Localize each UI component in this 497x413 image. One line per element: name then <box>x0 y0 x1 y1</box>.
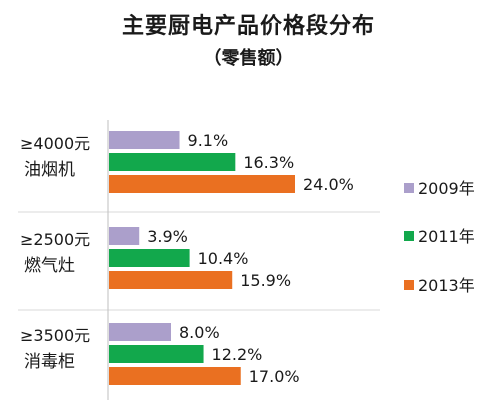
legend-swatch <box>404 231 414 241</box>
legend-label: 2013年 <box>418 276 475 295</box>
bar <box>109 131 180 149</box>
category-price-label: ≥2500元 <box>20 230 90 249</box>
legend-swatch <box>404 183 414 193</box>
bar <box>109 227 140 245</box>
category-price-label: ≥3500元 <box>20 326 90 345</box>
data-label: 16.3% <box>243 153 294 172</box>
legend-label: 2011年 <box>418 227 475 246</box>
bar <box>109 249 190 267</box>
data-label: 15.9% <box>240 271 291 290</box>
category-product-label: 消毒柜 <box>24 352 75 372</box>
category-product-label: 燃气灶 <box>24 256 75 276</box>
data-label: 17.0% <box>249 367 300 386</box>
data-label: 12.2% <box>212 345 263 364</box>
bar <box>109 271 233 289</box>
data-label: 3.9% <box>147 227 188 246</box>
chart-title: 主要厨电产品价格段分布 <box>121 14 375 39</box>
data-label: 24.0% <box>303 175 354 194</box>
bar <box>109 323 171 341</box>
data-label: 10.4% <box>198 249 249 268</box>
bar <box>109 367 241 385</box>
bar <box>109 345 204 363</box>
legend-swatch <box>404 280 414 290</box>
chart-subtitle: （零售额） <box>203 48 294 69</box>
bar <box>109 175 295 193</box>
legend-label: 2009年 <box>418 179 475 198</box>
bar <box>109 153 236 171</box>
data-label: 9.1% <box>188 131 229 150</box>
data-label: 8.0% <box>179 323 220 342</box>
category-price-label: ≥4000元 <box>20 134 90 153</box>
category-product-label: 油烟机 <box>24 160 75 180</box>
